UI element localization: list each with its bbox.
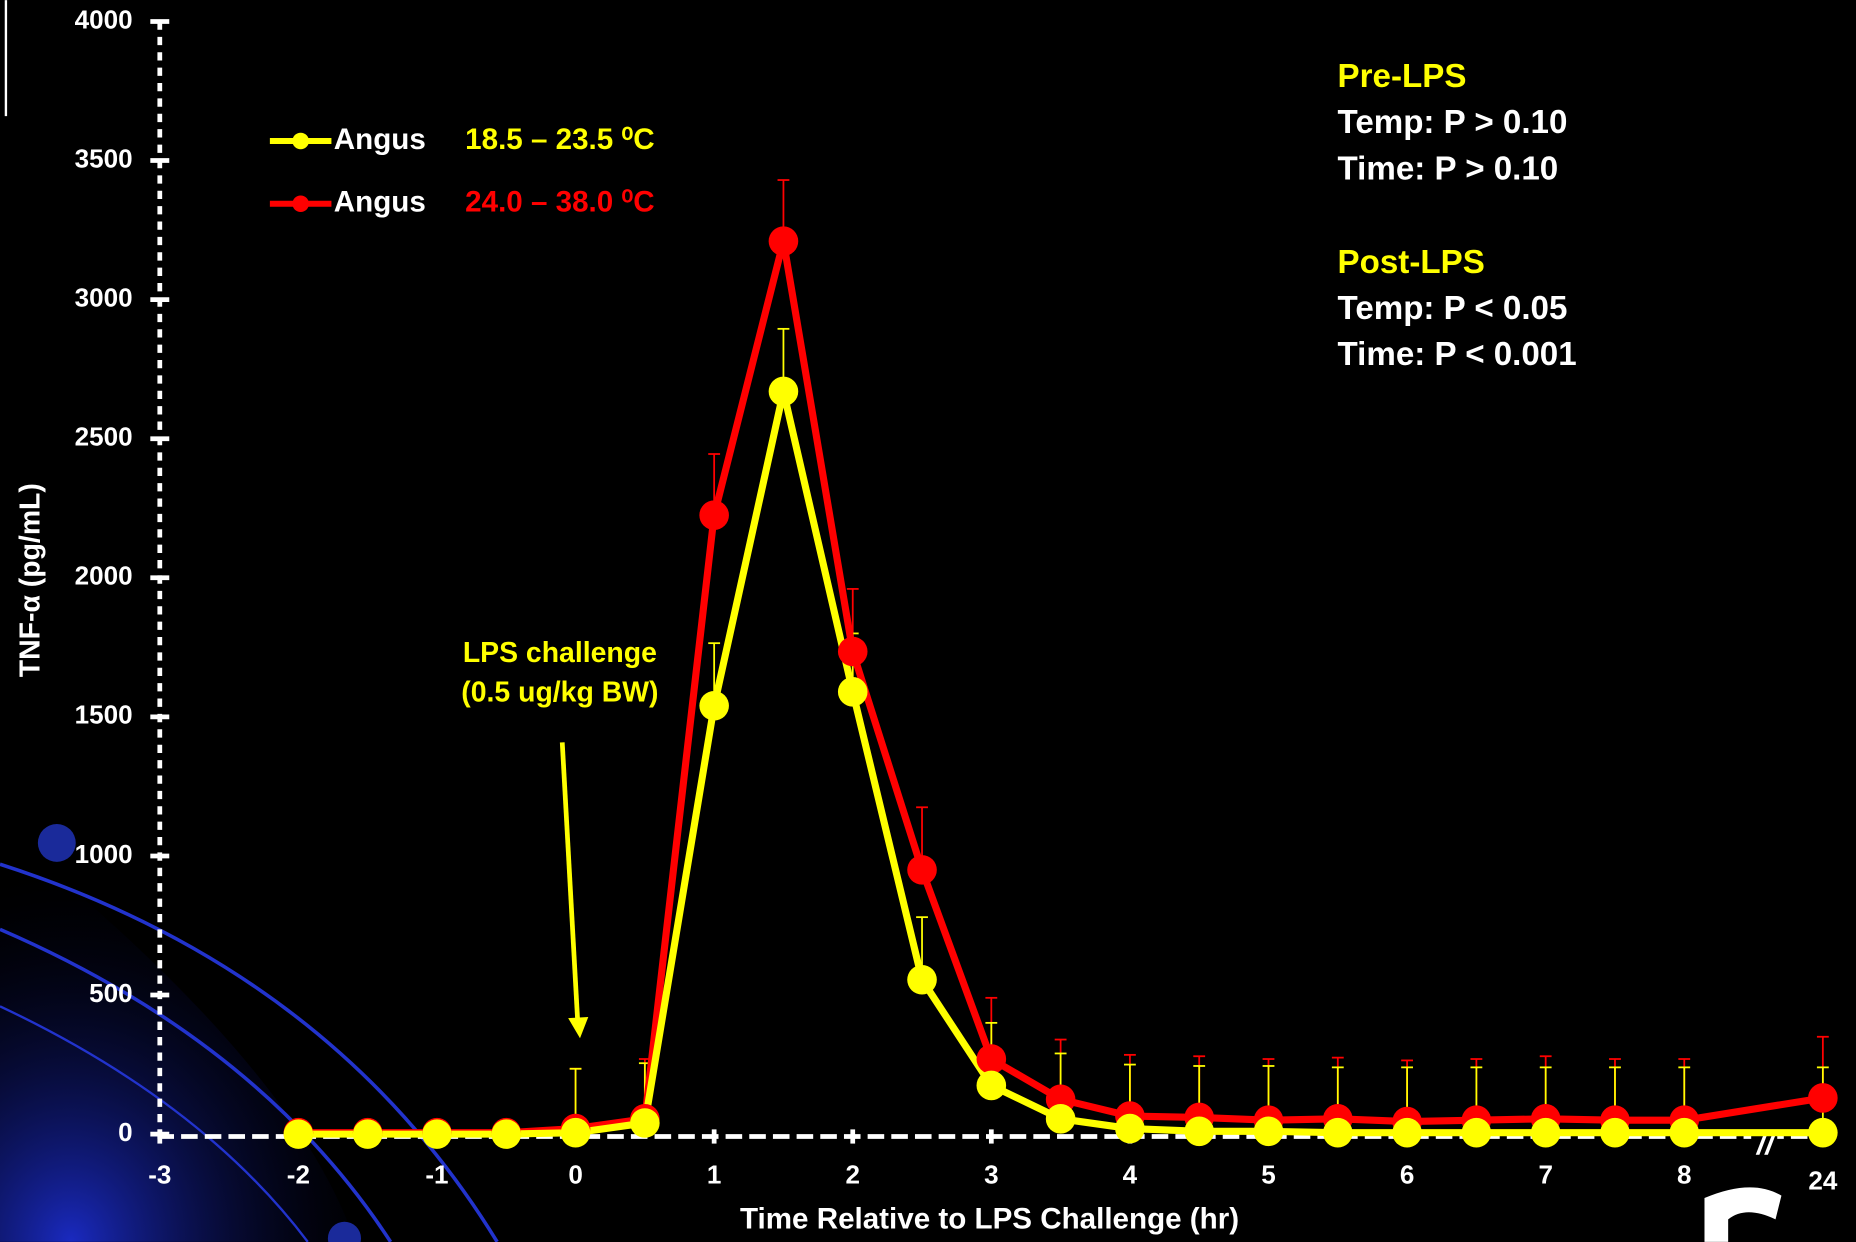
- y-tick-label: 2500: [75, 422, 133, 452]
- annotation-arrow: [559, 742, 580, 1021]
- annotation: (0.5 ug/kg BW): [461, 676, 658, 708]
- y-tick-label: 500: [89, 978, 132, 1008]
- data-point: [699, 500, 729, 531]
- data-point: [1323, 1117, 1353, 1148]
- data-point: [491, 1119, 522, 1149]
- legend-label: Angus: [334, 186, 426, 219]
- data-point: [976, 1070, 1007, 1101]
- legend-range: 18.5 – 23.5 ⁰C: [465, 123, 654, 156]
- annotation-arrowhead: [568, 1016, 589, 1039]
- stats-line: Time: P < 0.001: [1338, 336, 1577, 373]
- data-point: [1530, 1117, 1561, 1148]
- x-tick-label: 3: [984, 1160, 998, 1190]
- x-tick-label: -1: [425, 1160, 448, 1190]
- data-point: [1600, 1117, 1630, 1148]
- x-tick-label: 24: [1808, 1166, 1837, 1196]
- data-point: [976, 1044, 1007, 1074]
- data-point: [1045, 1104, 1076, 1134]
- x-tick-label: -3: [148, 1160, 171, 1190]
- data-point: [699, 690, 729, 721]
- data-point: [352, 1119, 383, 1149]
- x-tick-label: 7: [1538, 1160, 1552, 1190]
- data-point: [630, 1108, 660, 1138]
- data-point: [1808, 1083, 1838, 1113]
- x-tick-label: 8: [1677, 1160, 1691, 1190]
- data-point: [283, 1119, 314, 1149]
- legend-range: 24.0 – 38.0 ⁰C: [465, 186, 654, 219]
- x-tick-label: 4: [1123, 1160, 1138, 1190]
- data-point: [1461, 1117, 1492, 1148]
- y-tick-label: 1000: [75, 839, 133, 869]
- y-tick-label: 3500: [75, 143, 133, 173]
- y-tick-label: 0: [118, 1117, 132, 1147]
- data-point: [1115, 1113, 1145, 1144]
- stats-line: Temp: P > 0.10: [1338, 104, 1568, 141]
- data-point: [422, 1119, 452, 1149]
- series-line: [298, 387, 1823, 1138]
- data-point: [1808, 1117, 1838, 1148]
- legend-marker: [292, 132, 309, 150]
- data-point: [1669, 1117, 1700, 1148]
- x-axis-title: Time Relative to LPS Challenge (hr): [740, 1202, 1239, 1235]
- stats-line: Temp: P < 0.05: [1338, 290, 1568, 327]
- data-point: [1392, 1117, 1422, 1148]
- data-point: [1253, 1116, 1284, 1147]
- y-tick-label: 2000: [75, 561, 133, 591]
- data-point: [1184, 1116, 1215, 1147]
- x-tick-label: 1: [707, 1160, 721, 1190]
- legend-label: Angus: [334, 123, 426, 156]
- y-tick-label: 1500: [75, 700, 133, 730]
- x-tick-label: 2: [845, 1160, 859, 1190]
- x-tick-label: -2: [287, 1160, 310, 1190]
- x-tick-label: 0: [568, 1160, 582, 1190]
- stats-line: Time: P > 0.10: [1338, 150, 1559, 187]
- y-tick-label: 3000: [75, 283, 133, 313]
- x-tick-label: 5: [1261, 1160, 1275, 1190]
- y-axis-title: TNF-α (pg/mL): [14, 483, 46, 677]
- data-point: [768, 376, 799, 407]
- data-point: [837, 636, 868, 667]
- data-point: [907, 855, 937, 885]
- data-point: [907, 964, 937, 995]
- stats-heading: Pre-LPS: [1338, 58, 1467, 95]
- data-point: [560, 1117, 591, 1148]
- legend-marker: [292, 195, 309, 213]
- stats-heading: Post-LPS: [1338, 244, 1485, 281]
- x-tick-label: 6: [1400, 1160, 1414, 1190]
- data-point: [837, 677, 868, 707]
- annotation: LPS challenge: [463, 637, 657, 669]
- axis-break-gap: [1751, 1118, 1778, 1155]
- y-tick-label: 4000: [75, 4, 133, 34]
- data-point: [768, 226, 799, 257]
